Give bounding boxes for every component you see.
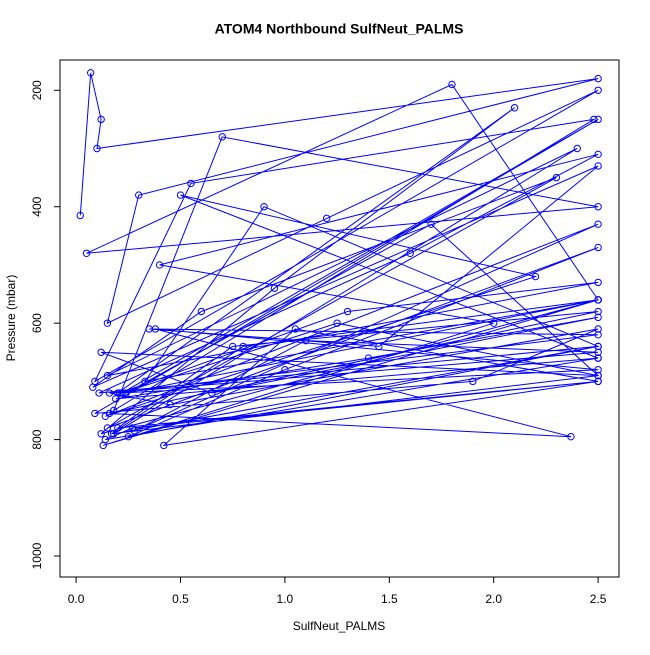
data-point xyxy=(208,389,216,397)
data-point xyxy=(333,319,341,327)
data-point xyxy=(594,366,602,374)
data-point xyxy=(109,430,118,438)
data-point xyxy=(155,261,164,269)
data-point xyxy=(567,432,575,441)
data-line xyxy=(79,72,600,447)
data-point xyxy=(76,211,84,220)
y-tick-label: 1000 xyxy=(30,542,44,569)
data-point xyxy=(281,366,289,374)
plot-area xyxy=(76,69,602,450)
x-tick-label: 2.5 xyxy=(590,592,607,606)
chart-title: ATOM4 Northbound SulfNeut_PALMS xyxy=(215,21,464,37)
data-point xyxy=(239,342,247,351)
data-point xyxy=(89,383,97,391)
data-point xyxy=(594,331,602,339)
data-point xyxy=(448,80,456,89)
data-point xyxy=(135,191,143,199)
x-tick-label: 2.0 xyxy=(485,592,502,606)
data-point xyxy=(291,325,300,333)
data-point xyxy=(594,296,602,304)
y-tick-label: 200 xyxy=(30,80,44,100)
data-point xyxy=(116,389,124,397)
data-point xyxy=(594,115,602,124)
data-point xyxy=(124,432,132,441)
data-point xyxy=(118,389,126,397)
y-tick-label: 400 xyxy=(30,196,44,216)
data-point xyxy=(260,203,268,211)
data-point xyxy=(594,243,602,252)
data-point xyxy=(594,162,602,170)
data-point xyxy=(82,249,91,257)
data-point xyxy=(187,179,195,188)
data-point xyxy=(176,191,185,199)
data-point xyxy=(427,220,435,228)
data-point xyxy=(594,203,602,211)
data-point xyxy=(594,377,602,386)
y-axis-label: Pressure (mbar) xyxy=(4,275,18,362)
data-point xyxy=(101,435,110,444)
data-point xyxy=(594,220,602,228)
x-axis-label: SulfNeut_PALMS xyxy=(293,619,386,633)
data-point xyxy=(594,342,602,351)
data-point xyxy=(594,307,602,316)
data-point xyxy=(594,348,602,356)
data-point xyxy=(364,354,373,362)
data-point xyxy=(573,144,581,153)
data-point xyxy=(141,377,149,386)
data-point xyxy=(594,325,602,333)
data-point xyxy=(228,342,237,351)
data-point xyxy=(270,284,279,292)
data-point xyxy=(594,371,602,380)
data-point xyxy=(510,104,519,112)
data-point xyxy=(103,319,112,327)
x-tick-label: 0.5 xyxy=(172,592,189,606)
data-point xyxy=(166,400,174,409)
data-point xyxy=(91,409,99,418)
data-point xyxy=(322,214,331,223)
data-point xyxy=(594,74,602,83)
data-point xyxy=(86,69,95,77)
data-point xyxy=(590,115,598,124)
data-point xyxy=(160,441,168,450)
data-point xyxy=(594,150,602,159)
data-point xyxy=(218,133,226,141)
data-point xyxy=(375,342,383,351)
data-point xyxy=(490,319,498,327)
data-point xyxy=(531,272,540,281)
x-tick-label: 1.5 xyxy=(381,592,398,606)
data-point xyxy=(103,424,112,432)
data-point xyxy=(97,115,105,124)
data-point xyxy=(594,313,602,322)
data-point xyxy=(594,354,602,362)
data-point xyxy=(97,430,105,438)
data-point xyxy=(406,249,414,257)
data-point xyxy=(151,325,160,333)
data-point xyxy=(107,430,116,438)
data-point xyxy=(594,278,602,287)
data-point xyxy=(105,409,114,418)
data-point xyxy=(594,86,602,94)
data-point xyxy=(552,173,561,182)
data-point xyxy=(93,144,101,153)
data-point xyxy=(97,348,105,356)
data-point xyxy=(302,336,310,345)
plot-frame xyxy=(59,59,620,578)
data-point xyxy=(343,307,352,316)
data-point xyxy=(469,377,477,386)
y-tick-label: 600 xyxy=(30,313,44,333)
data-point xyxy=(112,395,120,403)
data-point xyxy=(197,307,206,316)
x-tick-label: 0.0 xyxy=(68,592,85,606)
y-tick-label: 800 xyxy=(30,429,44,449)
data-point xyxy=(95,389,103,397)
data-point xyxy=(105,389,114,397)
data-point xyxy=(128,424,137,432)
data-point xyxy=(103,371,112,380)
x-tick-label: 1.0 xyxy=(277,592,294,606)
data-point xyxy=(114,424,122,432)
